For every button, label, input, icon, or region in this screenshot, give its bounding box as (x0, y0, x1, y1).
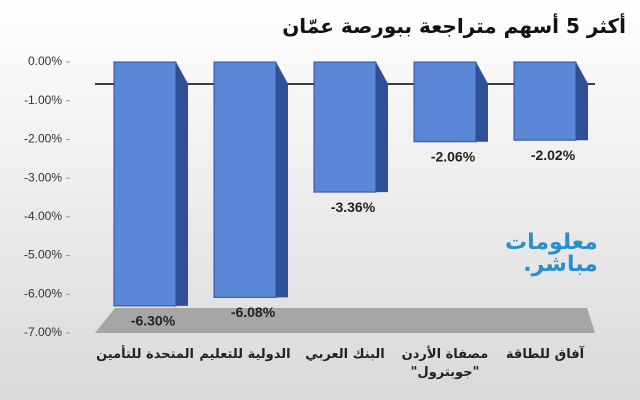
bar (313, 61, 377, 193)
bar-side (476, 62, 488, 142)
bar (413, 61, 477, 143)
bar-side (176, 62, 188, 306)
y-tick-label: -4.00% (24, 209, 62, 223)
bar (213, 61, 277, 298)
watermark-line: معلومات (505, 230, 598, 255)
x-tick-label: الدولية للتعليم (199, 347, 291, 362)
bar-side (576, 62, 588, 141)
y-tick-label: 0.00% (28, 54, 62, 68)
value-label: -2.02% (531, 147, 576, 163)
y-tick-label: -6.00% (24, 286, 62, 300)
chart-title: أكثر 5 أسهم متراجعة ببورصة عمّان (282, 14, 626, 38)
y-tick-label: -2.00% (24, 132, 62, 146)
floor (95, 308, 595, 333)
value-label: -2.06% (431, 148, 476, 164)
value-label: -6.30% (131, 313, 176, 329)
bar-side (376, 62, 388, 193)
y-tick-label: -3.00% (24, 170, 62, 184)
x-tick-label: البنك العربي (305, 347, 385, 362)
watermark: معلومات مباشر. (505, 232, 598, 276)
y-tick-label: -7.00% (24, 325, 62, 339)
bar (113, 61, 177, 307)
value-label: -6.08% (231, 304, 276, 320)
watermark-line: مباشر. (523, 252, 598, 277)
value-label: -3.36% (331, 199, 376, 215)
x-tick-label: مصفاة الأردن "جوبترول" (401, 347, 489, 380)
x-tick-label: المتحدة للتأمين (96, 347, 194, 362)
x-tick-label: آفاق للطاقة (505, 347, 585, 362)
y-tick-label: -1.00% (24, 93, 62, 107)
bar-side (276, 62, 288, 298)
y-tick-label: -5.00% (24, 248, 62, 262)
bar (513, 61, 577, 141)
